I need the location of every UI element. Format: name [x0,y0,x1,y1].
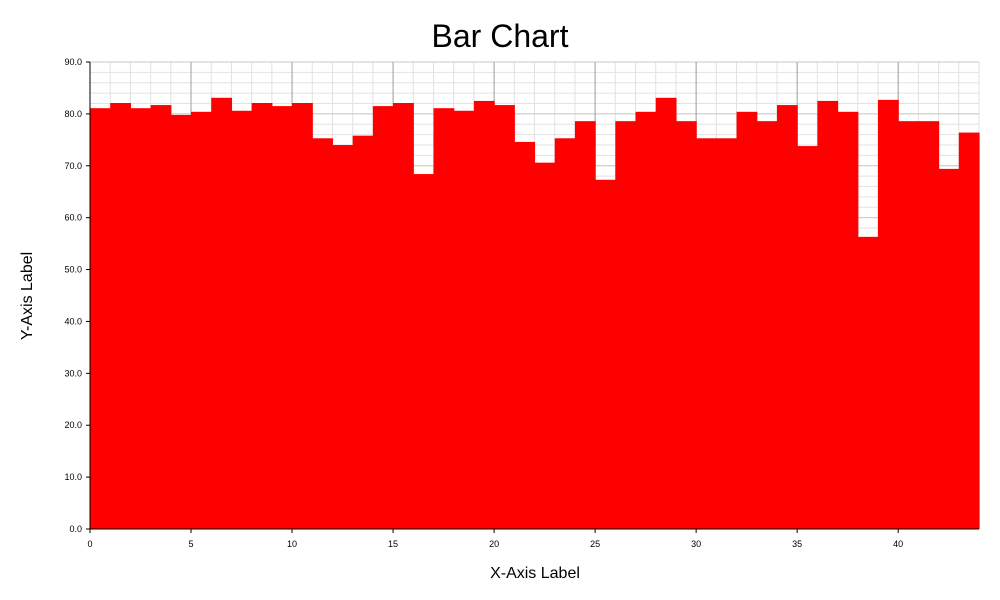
bar [635,111,657,530]
bar [130,108,152,529]
bar [150,105,172,529]
y-tick-label: 40.0 [64,316,82,326]
bar [453,110,475,529]
bar [615,121,637,530]
bar [473,100,495,530]
bar [433,108,455,529]
bar [332,145,354,529]
x-tick-label: 0 [87,539,92,549]
bar [90,108,111,529]
x-tick-label: 25 [590,539,600,549]
bar [736,111,758,530]
bar [554,138,576,529]
bar [958,132,980,529]
y-tick-label: 60.0 [64,213,82,223]
bar [675,121,697,530]
y-tick-label: 50.0 [64,265,82,275]
bar [413,174,435,529]
y-axis-label: Y-Axis Label [19,252,36,340]
bar [857,236,879,530]
bar [393,102,414,530]
axes: 0.0 10.0 20.0 30.0 40.0 50.0 60.0 70.0 80.0 90.0 0… [64,57,979,549]
bar [514,141,536,530]
bar [776,105,798,529]
y-tick-label: 20.0 [64,420,82,430]
bar [211,97,233,529]
bar [170,114,192,529]
y-tick-label: 0.0 [69,524,82,534]
bar [352,135,374,529]
x-tick-label: 5 [189,539,194,549]
bar [716,138,738,529]
y-tick-label: 70.0 [64,161,82,171]
bar [655,97,677,529]
bar [574,121,596,530]
x-tick-label: 35 [792,539,802,549]
y-tick-label: 30.0 [64,368,82,378]
x-tick-label: 20 [489,539,499,549]
bar [191,111,212,530]
bar [292,102,313,530]
bar [312,138,334,529]
bars [90,97,980,530]
bar [797,146,818,529]
bar [595,179,616,529]
bar [251,102,273,530]
bar [696,138,717,529]
y-tick-label: 90.0 [64,57,82,67]
bar [837,111,859,530]
x-axis-label: X-Axis Label [490,565,580,582]
bar [877,99,899,529]
bar [494,105,515,529]
x-tick-label: 10 [287,539,297,549]
x-tick-label: 30 [691,539,701,549]
bar [918,121,940,530]
bar [231,110,253,529]
bar [271,106,293,529]
y-tick-label: 10.0 [64,472,82,482]
bar [756,121,778,530]
x-tick-label: 15 [388,539,398,549]
x-tick-label: 40 [893,539,903,549]
bar [938,168,960,529]
bar [372,106,394,529]
bar [534,162,556,530]
bar [110,102,132,530]
y-tick-label: 80.0 [64,109,82,119]
bar [898,121,919,530]
bar [817,100,839,530]
chart-title: Bar Chart [431,18,569,54]
